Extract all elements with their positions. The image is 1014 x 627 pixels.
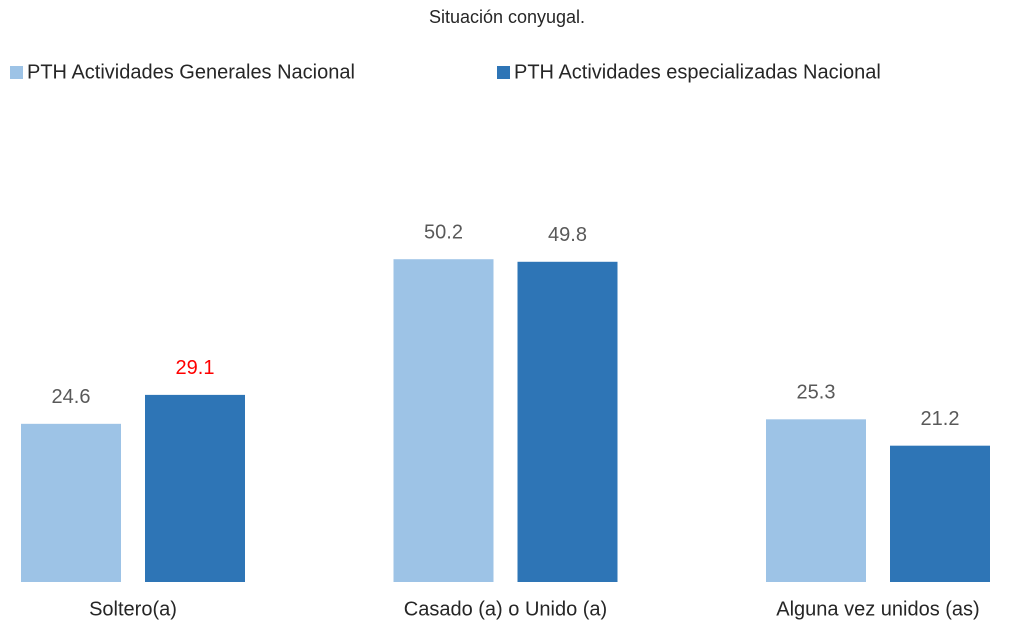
bar	[517, 261, 618, 582]
bar	[393, 259, 494, 582]
legend-label: PTH Actividades Generales Nacional	[27, 61, 355, 83]
bar	[21, 423, 121, 582]
x-tick-label: Alguna vez unidos (as)	[776, 598, 979, 620]
chart-title: Situación conyugal.	[429, 7, 585, 27]
bar	[766, 419, 866, 582]
value-label: 21.2	[921, 408, 960, 430]
legend-swatch	[10, 66, 23, 79]
legend-label: PTH Actividades especializadas Nacional	[514, 61, 881, 83]
value-label: 29.1	[176, 357, 215, 379]
value-label: 49.8	[548, 224, 587, 246]
value-label: 50.2	[424, 221, 463, 243]
legend-swatch	[497, 66, 510, 79]
bar	[890, 445, 990, 582]
value-label: 24.6	[52, 386, 91, 408]
bar	[145, 394, 245, 582]
x-tick-label: Casado (a) o Unido (a)	[404, 598, 607, 620]
value-label: 25.3	[797, 382, 836, 404]
x-tick-label: Soltero(a)	[89, 598, 177, 620]
